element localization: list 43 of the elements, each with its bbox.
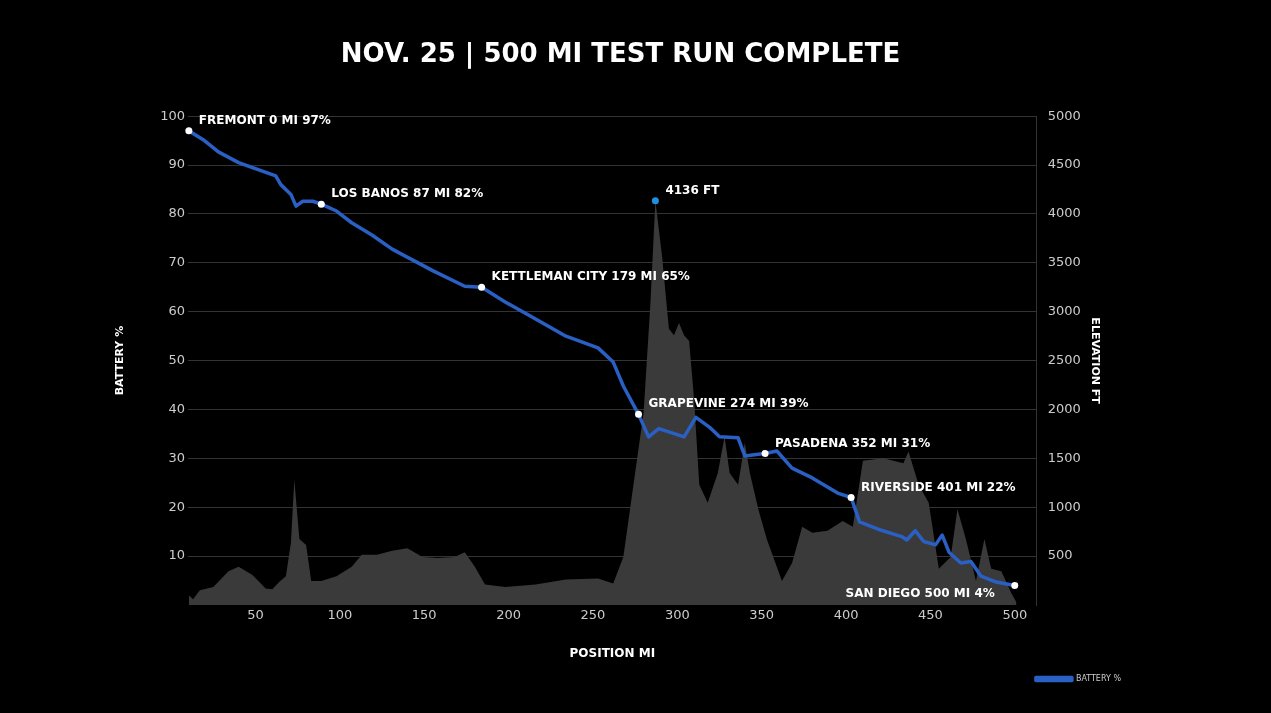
x-tick-label: 300: [664, 607, 690, 623]
chart-title: NOV. 25 | 500 MI TEST RUN COMPLETE: [340, 38, 901, 70]
legend-label: BATTERY %: [1075, 674, 1122, 684]
y-tick-label: 80: [168, 205, 186, 221]
y2-tick-label: 5000: [1047, 107, 1081, 123]
y2-tick-label: 1500: [1047, 449, 1081, 465]
data-label: RIVERSIDE 401 MI 22%: [861, 479, 1016, 494]
y2-tick-label: 4000: [1047, 205, 1081, 221]
y-tick-label: 70: [168, 254, 186, 270]
data-label: PASADENA 352 MI 31%: [775, 435, 931, 450]
x-tick-label: 250: [580, 607, 606, 623]
y-axis-title: BATTERY %: [113, 325, 127, 396]
y-tick-label: 10: [168, 547, 186, 563]
y2-tick-label: 4500: [1047, 156, 1081, 172]
x-axis-title: POSITION MI: [569, 645, 656, 660]
x-tick-label: 350: [749, 607, 775, 623]
y-tick-label: 40: [168, 400, 186, 416]
y-tick-label: 20: [168, 498, 186, 514]
data-label: 4136 FT: [665, 182, 721, 197]
x-tick-label: 500: [1002, 607, 1028, 623]
y2-tick-label: 1000: [1047, 498, 1081, 514]
x-tick-label: 50: [247, 607, 264, 623]
y2-tick-label: 3000: [1047, 303, 1081, 319]
data-label: FREMONT 0 MI 97%: [198, 112, 331, 127]
y-tick-label: 60: [168, 303, 186, 319]
data-label: KETTLEMAN CITY 179 MI 65%: [491, 269, 690, 284]
x-tick-label: 450: [918, 607, 943, 623]
x-tick-label: 100: [327, 607, 353, 623]
data-label: GRAPEVINE 274 MI 39%: [648, 396, 809, 411]
y2-tick-label: 3500: [1047, 254, 1081, 270]
y-tick-label: 30: [168, 449, 186, 465]
x-tick-label: 400: [833, 607, 859, 623]
x-tick-label: 150: [411, 607, 437, 623]
y2-axis-title: ELEVATION FT: [1088, 317, 1102, 405]
x-tick-label: 200: [496, 607, 522, 623]
y2-tick-label: 2500: [1047, 351, 1081, 367]
y-tick-label: 90: [168, 156, 186, 172]
y-tick-label: 100: [160, 107, 186, 123]
y-tick-label: 50: [168, 351, 186, 367]
y2-tick-label: 2000: [1047, 400, 1081, 416]
data-label: LOS BANOS 87 MI 82%: [331, 186, 484, 201]
y2-tick-label: 500: [1047, 547, 1073, 563]
data-label: SAN DIEGO 500 MI 4%: [845, 585, 995, 600]
